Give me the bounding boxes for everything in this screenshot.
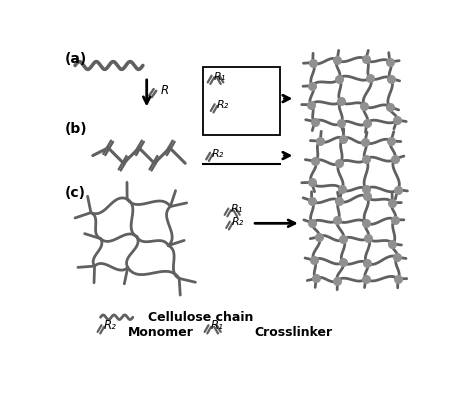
Text: (a): (a): [64, 52, 86, 66]
Text: R₁: R₁: [210, 320, 223, 332]
Text: Crosslinker: Crosslinker: [254, 326, 332, 339]
Text: (b): (b): [64, 122, 87, 136]
Text: R₂: R₂: [103, 320, 116, 332]
Text: (c): (c): [64, 186, 85, 200]
Text: R: R: [160, 84, 168, 98]
Text: R₁: R₁: [213, 72, 225, 82]
Text: Monomer: Monomer: [127, 326, 193, 339]
Text: R₂: R₂: [216, 100, 228, 110]
Text: R₁: R₁: [230, 204, 242, 214]
Text: R₂: R₂: [212, 148, 224, 158]
Bar: [202, 67, 279, 135]
Text: R₂: R₂: [232, 217, 244, 227]
Text: Cellulose chain: Cellulose chain: [148, 311, 253, 324]
